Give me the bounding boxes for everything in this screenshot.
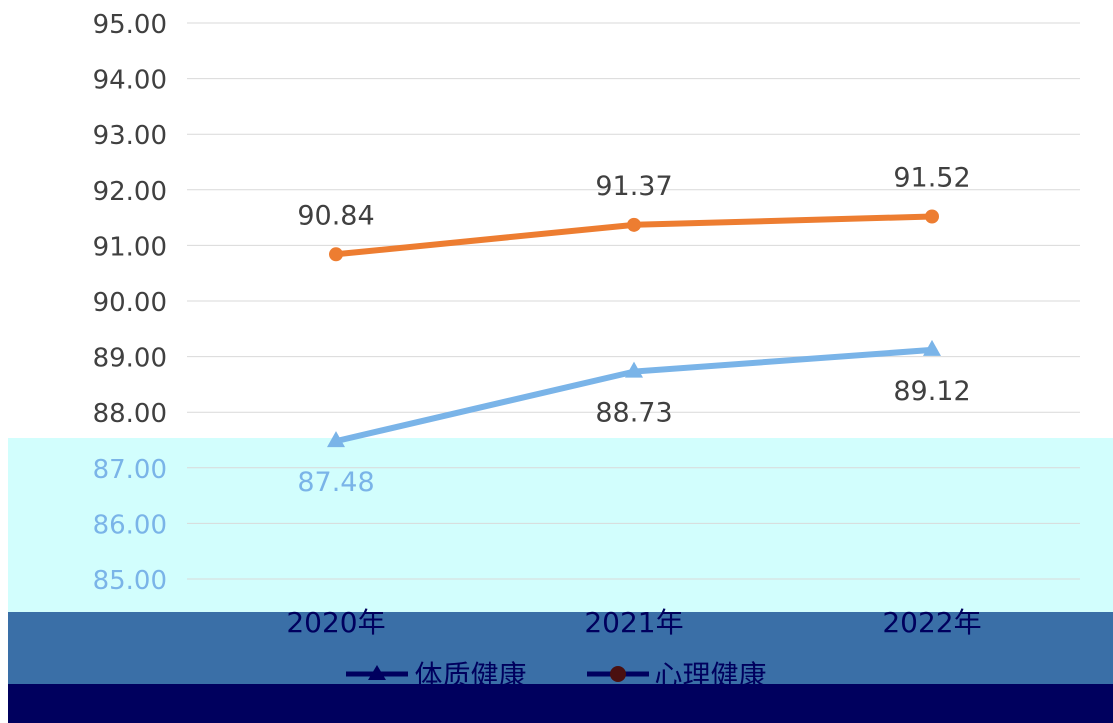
legend-label-physical: 体质健康 <box>414 659 527 692</box>
x-tick-label: 2021年 <box>584 606 683 639</box>
legend-label-mental: 心理健康 <box>654 659 767 692</box>
legend-item-mental[interactable]: 心理健康 <box>586 654 767 694</box>
x-tick-label: 2020年 <box>286 606 385 639</box>
blue-overlay-band <box>8 612 1113 686</box>
y-tick-label: 86.00 <box>93 510 167 540</box>
data-point-circle <box>925 209 939 224</box>
triangle-line-icon <box>346 662 409 686</box>
data-label: 91.37 <box>595 171 672 202</box>
data-point-triangle <box>625 361 643 378</box>
circle-line-icon <box>586 662 649 686</box>
y-tick-label: 88.00 <box>93 399 167 429</box>
data-point-triangle <box>923 339 941 356</box>
gridlines <box>187 22 1080 580</box>
y-tick-label: 90.00 <box>93 288 167 318</box>
y-tick-label: 95.00 <box>93 10 167 40</box>
data-labels: 87.48 88.73 89.12 90.84 91.37 91.52 <box>297 162 970 498</box>
series-lines <box>327 209 941 448</box>
x-axis-tick-labels: 2020年 2021年 2022年 <box>286 606 981 639</box>
data-label: 88.73 <box>595 398 672 429</box>
y-axis-tick-labels: 85.00 86.00 87.00 88.00 89.00 90.00 91.00 92.00… <box>93 10 167 596</box>
data-point-triangle <box>327 431 345 448</box>
x-tick-label: 2022年 <box>882 606 981 639</box>
data-label: 91.52 <box>893 162 970 193</box>
legend-item-physical[interactable]: 体质健康 <box>346 654 527 694</box>
data-label: 89.12 <box>893 376 970 407</box>
y-tick-label: 92.00 <box>93 177 167 207</box>
data-label: 87.48 <box>297 467 374 498</box>
y-tick-label: 87.00 <box>93 455 167 485</box>
y-tick-label: 89.00 <box>93 344 167 374</box>
y-tick-label: 85.00 <box>93 566 167 596</box>
y-tick-label: 93.00 <box>93 121 167 151</box>
legend: 体质健康 心理健康 <box>0 654 1113 694</box>
data-point-circle <box>627 217 641 232</box>
y-tick-label: 94.00 <box>93 66 167 96</box>
y-tick-label: 91.00 <box>93 232 167 262</box>
data-label: 90.84 <box>297 200 374 231</box>
cyan-overlay-band <box>8 438 1113 613</box>
navy-overlay-band <box>8 684 1113 723</box>
data-point-circle <box>329 247 343 262</box>
